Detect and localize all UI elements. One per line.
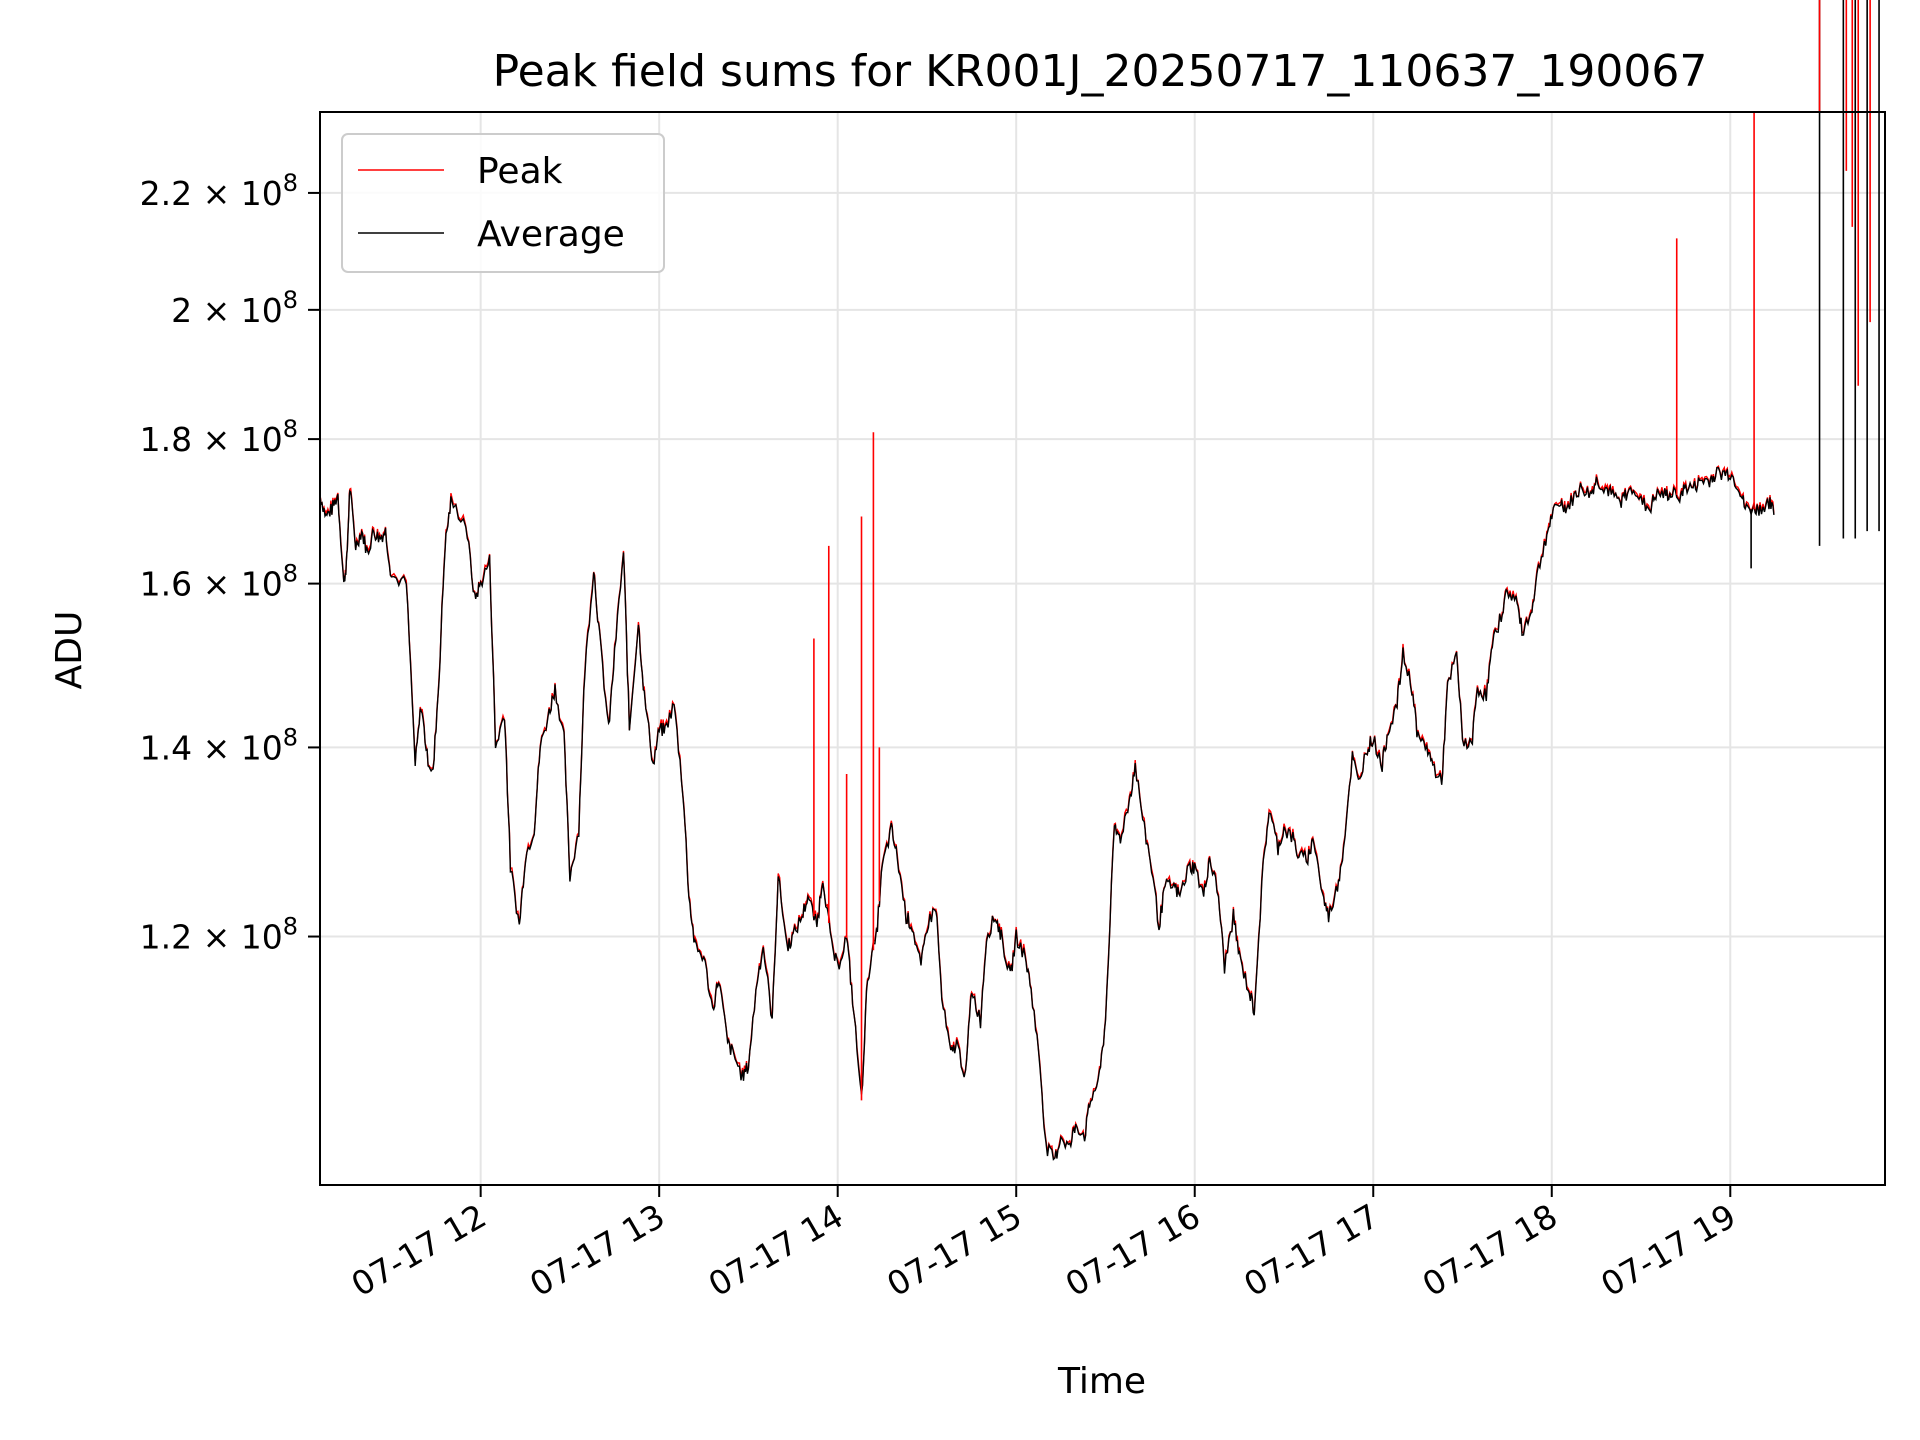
peak-spikes: [813, 0, 1871, 1101]
chart-title: Peak field sums for KR001J_20250717_1106…: [493, 46, 1708, 97]
y-tick-label: 2.2 × 108: [140, 169, 298, 213]
plot-frame: [319, 111, 1886, 1186]
series-layer: [319, 0, 1880, 1161]
legend-average-label: Average: [477, 214, 625, 255]
legend: Peak Average: [341, 133, 665, 273]
y-tick-label: 1.8 × 108: [140, 415, 298, 459]
y-tick-label: 1.6 × 108: [140, 560, 298, 604]
grid: [320, 112, 1885, 1185]
y-tick-label: 2 × 108: [171, 286, 298, 330]
x-axis-label: Time: [1057, 1361, 1146, 1402]
y-axis-label: ADU: [49, 611, 90, 690]
y-tick-label: 1.4 × 108: [140, 723, 298, 767]
y-tick-label: 1.2 × 108: [140, 913, 298, 957]
average-series-line: [319, 466, 1775, 1161]
legend-box: [341, 133, 665, 273]
legend-peak-label: Peak: [477, 151, 563, 192]
